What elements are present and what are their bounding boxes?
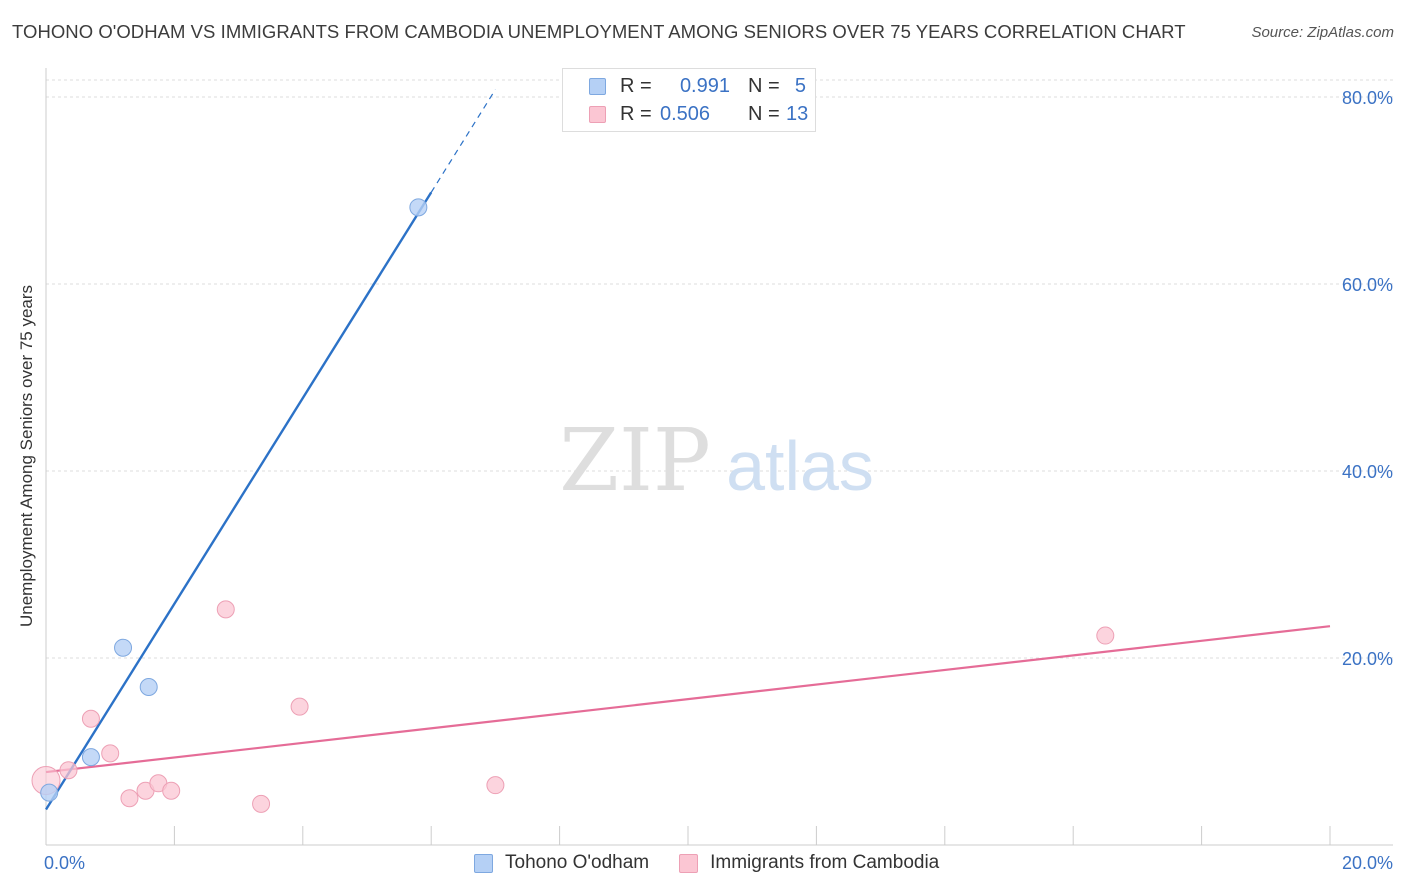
point-tohono — [114, 638, 133, 657]
n-label: N = — [748, 102, 780, 125]
axes — [45, 68, 1393, 846]
correlation-legend: R = 0.991 N = 5 R = 0.506 N = 13 — [562, 68, 816, 132]
n-label: N = — [748, 74, 780, 97]
trend-line-tohono-extension — [430, 89, 496, 193]
r-value: 0.991 — [679, 74, 730, 97]
legend-swatch-pink — [589, 105, 606, 123]
y-tick-label: 80.0% — [1342, 88, 1393, 108]
point-cambodia — [216, 600, 235, 619]
point-cambodia — [252, 794, 271, 813]
y-axis-label: Unemployment Among Seniors over 75 years — [17, 284, 36, 628]
r-value: 0.506 — [660, 102, 711, 125]
point-tohono — [81, 748, 100, 767]
n-value: 13 — [786, 102, 809, 125]
legend-swatch-blue — [474, 853, 493, 873]
gridlines — [46, 79, 1393, 659]
r-label: R = — [620, 102, 652, 125]
point-cambodia — [101, 744, 120, 763]
point-tohono — [139, 677, 158, 696]
trend-line-tohono — [44, 191, 433, 811]
point-cambodia — [59, 761, 78, 780]
watermark-atlas: atlas — [726, 427, 874, 505]
x-tick-label: 20.0% — [1342, 853, 1393, 873]
x-tick-label: 0.0% — [44, 853, 85, 873]
legend-row-tohono: R = 0.991 N = 5 — [563, 72, 806, 100]
y-tick-label: 60.0% — [1342, 275, 1393, 295]
legend-label-cambodia: Immigrants from Cambodia — [710, 852, 940, 873]
legend-label-tohono: Tohono O'odham — [505, 852, 650, 873]
legend-item-cambodia: Immigrants from Cambodia — [679, 852, 939, 874]
point-cambodia — [486, 776, 505, 795]
watermark-zip: ZIP — [559, 411, 711, 511]
y-tick-label: 40.0% — [1342, 462, 1393, 482]
point-cambodia — [120, 789, 139, 808]
point-tohono — [40, 783, 59, 802]
y-tick-label: 20.0% — [1342, 649, 1393, 669]
r-label: R = — [620, 74, 652, 97]
trend-line-cambodia — [45, 625, 1331, 774]
source-label: Source: ZipAtlas.com — [1251, 24, 1394, 41]
point-cambodia — [290, 697, 309, 716]
trend-lines — [44, 89, 1331, 811]
data-points — [31, 198, 1115, 813]
point-cambodia — [1096, 626, 1115, 645]
series-legend: Tohono O'odham Immigrants from Cambodia — [474, 852, 969, 874]
legend-swatch-blue — [589, 77, 606, 95]
point-cambodia — [81, 709, 100, 728]
tick-labels: 20.0% 40.0% 60.0% 80.0% 0.0% 20.0% — [44, 88, 1393, 873]
point-cambodia — [162, 781, 181, 800]
legend-row-cambodia: R = 0.506 N = 13 — [563, 100, 809, 128]
legend-swatch-pink — [679, 853, 699, 873]
legend-item-tohono: Tohono O'odham — [474, 852, 649, 874]
chart-title: TOHONO O'ODHAM VS IMMIGRANTS FROM CAMBOD… — [12, 21, 1186, 42]
n-value: 5 — [794, 74, 806, 97]
point-tohono — [409, 198, 428, 217]
watermark: ZIP atlas — [559, 411, 874, 511]
